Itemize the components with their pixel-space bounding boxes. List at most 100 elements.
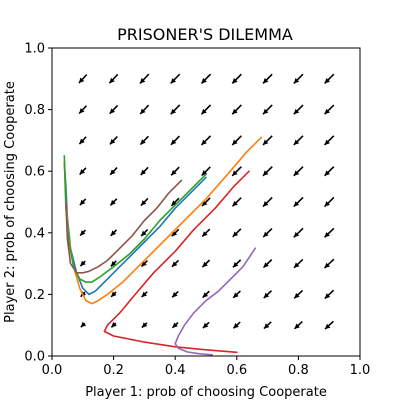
vector-arrow: [262, 259, 273, 269]
vector-arrow: [78, 136, 87, 145]
vector-arrow: [323, 258, 335, 269]
y-tick-label: 0.4: [24, 226, 45, 241]
vector-arrow: [201, 228, 211, 238]
vector-arrow: [78, 105, 88, 115]
vector-arrow: [232, 321, 241, 329]
vector-arrow: [110, 291, 117, 298]
trajectory-line-3: [63, 155, 207, 283]
vector-arrow: [170, 135, 181, 146]
vector-arrow: [170, 73, 181, 85]
vector-arrow: [262, 166, 273, 177]
vector-arrow: [109, 104, 119, 115]
vector-arrow: [79, 167, 87, 176]
vector-arrow: [79, 229, 87, 237]
trajectory-line-5: [174, 247, 257, 356]
vector-arrow: [231, 166, 242, 177]
vector-arrow: [324, 73, 335, 84]
vector-arrow: [79, 198, 87, 206]
vector-arrow: [141, 291, 148, 298]
vector-arrow: [140, 166, 149, 176]
vector-arrow: [293, 73, 304, 84]
vector-arrow: [170, 166, 180, 176]
vector-arrow: [324, 320, 334, 330]
vector-arrow: [78, 74, 88, 84]
x-axis-ticks: 0.0 0.2 0.4 0.6 0.8 1.0: [42, 356, 371, 378]
x-axis-label: Player 1: prob of choosing Cooperate: [85, 385, 327, 400]
vector-arrow: [232, 259, 242, 268]
y-tick-label: 1.0: [24, 42, 45, 57]
trajectory-line-1: [63, 161, 207, 296]
vector-arrow: [293, 258, 304, 269]
vector-arrow: [108, 73, 119, 84]
vector-arrow: [231, 73, 242, 85]
x-tick-label: 0.2: [103, 363, 124, 378]
x-tick-label: 0.0: [42, 363, 63, 378]
vector-arrow: [141, 322, 148, 329]
vector-arrow: [110, 229, 118, 237]
vector-arrow: [262, 196, 273, 208]
vector-arrow: [109, 167, 118, 176]
vector-arrow: [202, 290, 210, 299]
vector-arrow: [140, 197, 149, 207]
vector-arrow: [170, 104, 181, 115]
vector-arrow: [140, 228, 149, 237]
plot-frame: [51, 47, 361, 357]
vector-arrow: [324, 289, 335, 300]
vector-arrow: [324, 104, 335, 115]
vector-arrow: [139, 135, 149, 146]
vector-arrow: [80, 321, 87, 328]
vector-arrow: [232, 290, 241, 299]
trajectory-line-6: [65, 179, 183, 274]
vector-arrow: [79, 260, 86, 267]
vector-arrow: [324, 135, 335, 146]
chart-title: PRISONER'S DILEMMA: [117, 25, 293, 44]
vector-arrow: [231, 104, 242, 115]
vector-arrow: [293, 104, 304, 115]
vector-arrow: [262, 104, 273, 115]
vector-arrow: [109, 135, 118, 145]
vector-arrow: [293, 289, 304, 299]
vector-arrow: [231, 135, 242, 146]
y-tick-label: 0.2: [24, 288, 45, 303]
vector-arrow: [200, 73, 212, 85]
x-tick-label: 1.0: [350, 363, 371, 378]
vector-arrow: [262, 135, 273, 146]
vector-arrow: [263, 321, 272, 330]
vector-arrow: [293, 135, 304, 146]
vector-arrow: [109, 198, 118, 206]
vector-arrow: [262, 73, 273, 84]
vector-arrow: [171, 321, 179, 329]
vector-field: [78, 73, 335, 330]
vector-arrow: [171, 259, 180, 268]
vector-arrow: [293, 166, 304, 177]
vector-arrow: [323, 196, 335, 208]
vector-arrow: [232, 228, 242, 238]
vector-arrow: [201, 259, 211, 268]
y-tick-label: 0.0: [24, 350, 45, 365]
x-tick-label: 0.4: [165, 363, 186, 378]
vector-arrow: [293, 320, 303, 330]
y-axis-ticks: 0.0 0.2 0.4 0.6 0.8 1.0: [24, 42, 52, 365]
series-lines: [63, 136, 263, 356]
y-tick-label: 0.6: [24, 165, 45, 180]
vector-arrow: [110, 322, 117, 328]
vector-arrow: [323, 166, 335, 177]
vector-arrow: [231, 197, 242, 207]
vector-arrow: [293, 227, 304, 238]
vector-arrow: [139, 73, 150, 85]
vector-arrow: [139, 104, 150, 115]
vector-arrow: [263, 290, 273, 299]
vector-arrow: [202, 321, 210, 329]
vector-arrow: [293, 196, 304, 208]
y-axis-label: Player 2: prob of choosing Cooperate: [3, 81, 18, 323]
vector-arrow: [171, 290, 179, 298]
trajectory-line-4: [103, 170, 250, 354]
y-tick-label: 0.8: [24, 103, 45, 118]
x-tick-label: 0.6: [226, 363, 247, 378]
vector-arrow: [200, 104, 212, 115]
vector-arrow: [262, 227, 273, 238]
x-tick-label: 0.8: [288, 363, 309, 378]
vector-arrow: [200, 135, 212, 146]
vector-arrow: [323, 227, 335, 238]
